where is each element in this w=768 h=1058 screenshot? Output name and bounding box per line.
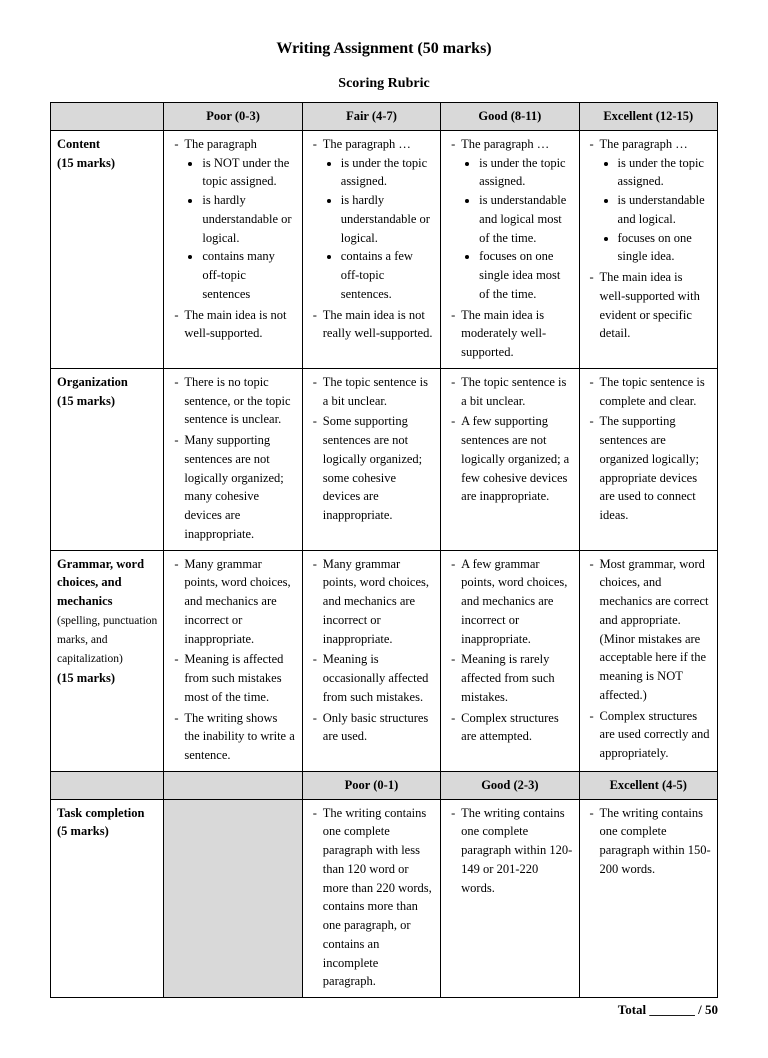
cell-content-fair: The paragraph … is under the topic assig… (302, 130, 440, 368)
lead-text: The paragraph … (600, 137, 688, 151)
row-organization: Organization (15 marks) There is no topi… (51, 368, 718, 550)
dash-item: The writing contains one complete paragr… (313, 804, 434, 992)
cell-org-fair: The topic sentence is a bit unclear. Som… (302, 368, 440, 550)
bullet-item: focuses on one single idea. (618, 229, 711, 267)
criteria-marks: (15 marks) (57, 671, 115, 685)
subheader-excellent: Excellent (4-5) (579, 771, 717, 799)
cell-org-poor: There is no topic sentence, or the topic… (164, 368, 302, 550)
lead-text: The main idea is not really well-support… (313, 306, 434, 344)
bullet-item: is understandable and logical. (618, 191, 711, 229)
criteria-label: Content (57, 137, 100, 151)
lead-text: The main idea is not well-supported. (174, 306, 295, 344)
cell-gram-excellent: Most grammar, word choices, and mechanic… (579, 550, 717, 771)
subheader-blank2 (164, 771, 302, 799)
dash-item: A few supporting sentences are not logic… (451, 412, 572, 506)
dash-item: Many supporting sentences are not logica… (174, 431, 295, 544)
dash-item: Meaning is rarely affected from such mis… (451, 650, 572, 706)
criteria-marks: (5 marks) (57, 824, 109, 838)
bullet-item: contains a few off-topic sentences. (341, 247, 434, 303)
criteria-label: Grammar, word choices, and mechanics (57, 557, 144, 609)
row-grammar: Grammar, word choices, and mechanics (sp… (51, 550, 718, 771)
dash-item: There is no topic sentence, or the topic… (174, 373, 295, 429)
bullet-item: is under the topic assigned. (618, 154, 711, 192)
bullet-item: contains many off-topic sentences (202, 247, 295, 303)
dash-item: The supporting sentences are organized l… (590, 412, 711, 525)
lead-text: The paragraph (184, 137, 257, 151)
rubric-table: Poor (0-3) Fair (4-7) Good (8-11) Excell… (50, 102, 718, 998)
header-excellent: Excellent (12-15) (579, 103, 717, 131)
bullet-item: is hardly understandable or logical. (202, 191, 295, 247)
page-subtitle: Scoring Rubric (50, 76, 718, 92)
dash-item: Many grammar points, word choices, and m… (313, 555, 434, 649)
lead-text: The paragraph … (323, 137, 411, 151)
cell-content-good: The paragraph … is under the topic assig… (441, 130, 579, 368)
cell-task-blank (164, 799, 302, 998)
criteria-organization: Organization (15 marks) (51, 368, 164, 550)
dash-item: Meaning is affected from such mistakes m… (174, 650, 295, 706)
criteria-task: Task completion (5 marks) (51, 799, 164, 998)
header-row: Poor (0-3) Fair (4-7) Good (8-11) Excell… (51, 103, 718, 131)
criteria-marks: (15 marks) (57, 394, 115, 408)
cell-org-excellent: The topic sentence is complete and clear… (579, 368, 717, 550)
dash-item: The writing contains one complete paragr… (590, 804, 711, 879)
cell-gram-good: A few grammar points, word choices, and … (441, 550, 579, 771)
header-fair: Fair (4-7) (302, 103, 440, 131)
dash-item: The writing shows the inability to write… (174, 709, 295, 765)
sub-header-row: Poor (0-1) Good (2-3) Excellent (4-5) (51, 771, 718, 799)
dash-item: Complex structures are used correctly an… (590, 707, 711, 763)
criteria-label: Organization (57, 375, 128, 389)
dash-item: The writing contains one complete paragr… (451, 804, 572, 898)
bullet-item: is NOT under the topic assigned. (202, 154, 295, 192)
dash-item: Most grammar, word choices, and mechanic… (590, 555, 711, 705)
bullet-item: is under the topic assigned. (479, 154, 572, 192)
row-content: Content (15 marks) The paragraph is NOT … (51, 130, 718, 368)
lead-text: The main idea is moderately well-support… (451, 306, 572, 362)
subheader-good: Good (2-3) (441, 771, 579, 799)
dash-item: Only basic structures are used. (313, 709, 434, 747)
dash-item: Many grammar points, word choices, and m… (174, 555, 295, 649)
dash-item: Meaning is occasionally affected from su… (313, 650, 434, 706)
cell-content-poor: The paragraph is NOT under the topic ass… (164, 130, 302, 368)
dash-item: A few grammar points, word choices, and … (451, 555, 572, 649)
row-task: Task completion (5 marks) The writing co… (51, 799, 718, 998)
criteria-label: Task completion (57, 806, 144, 820)
cell-gram-fair: Many grammar points, word choices, and m… (302, 550, 440, 771)
subheader-poor: Poor (0-1) (302, 771, 440, 799)
dash-item: The topic sentence is a bit unclear. (451, 373, 572, 411)
criteria-sub: (spelling, punctuation marks, and capita… (57, 615, 157, 666)
cell-org-good: The topic sentence is a bit unclear. A f… (441, 368, 579, 550)
bullet-item: focuses on one single idea most of the t… (479, 247, 572, 303)
lead-text: The paragraph … (461, 137, 549, 151)
dash-item: The topic sentence is complete and clear… (590, 373, 711, 411)
cell-task-poor: The writing contains one complete paragr… (302, 799, 440, 998)
criteria-content: Content (15 marks) (51, 130, 164, 368)
header-poor: Poor (0-3) (164, 103, 302, 131)
dash-item: Some supporting sentences are not logica… (313, 412, 434, 525)
cell-gram-poor: Many grammar points, word choices, and m… (164, 550, 302, 771)
lead-text: The main idea is well-supported with evi… (590, 268, 711, 343)
total-label: Total _______ / 50 (50, 1002, 718, 1018)
dash-item: Complex structures are attempted. (451, 709, 572, 747)
criteria-grammar: Grammar, word choices, and mechanics (sp… (51, 550, 164, 771)
cell-task-good: The writing contains one complete paragr… (441, 799, 579, 998)
bullet-item: is understandable and logical most of th… (479, 191, 572, 247)
header-good: Good (8-11) (441, 103, 579, 131)
dash-item: The topic sentence is a bit unclear. (313, 373, 434, 411)
subheader-blank1 (51, 771, 164, 799)
criteria-marks: (15 marks) (57, 156, 115, 170)
cell-task-excellent: The writing contains one complete paragr… (579, 799, 717, 998)
bullet-item: is under the topic assigned. (341, 154, 434, 192)
header-blank (51, 103, 164, 131)
bullet-item: is hardly understandable or logical. (341, 191, 434, 247)
cell-content-excellent: The paragraph … is under the topic assig… (579, 130, 717, 368)
page-title: Writing Assignment (50 marks) (50, 40, 718, 58)
